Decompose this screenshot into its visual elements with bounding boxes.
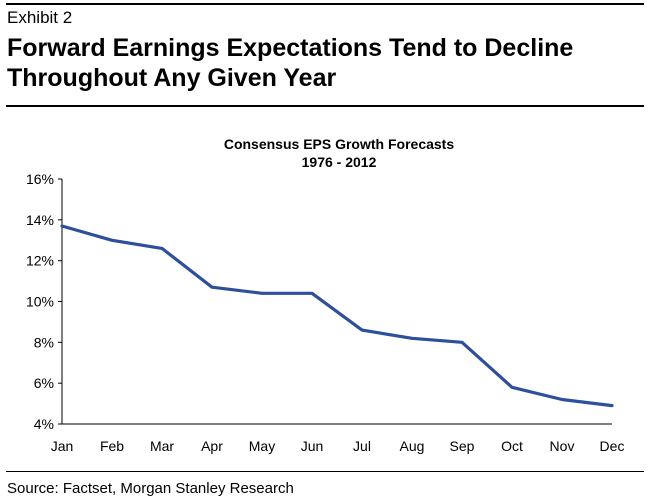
x-tick-label: Aug bbox=[400, 438, 425, 454]
y-tick-label: 14% bbox=[26, 212, 54, 228]
y-tick-label: 4% bbox=[34, 416, 54, 432]
footer-rule bbox=[6, 471, 644, 472]
header-rule bbox=[6, 105, 644, 107]
headline: Forward Earnings Expectations Tend to De… bbox=[7, 34, 574, 92]
x-tick-label: Mar bbox=[150, 438, 174, 454]
x-tick-label: May bbox=[249, 438, 275, 454]
y-tick-label: 8% bbox=[34, 334, 54, 350]
x-tick-label: Jun bbox=[301, 438, 324, 454]
y-tick-label: 16% bbox=[26, 171, 54, 187]
source-note: Source: Factset, Morgan Stanley Research bbox=[7, 480, 294, 497]
x-tick-label: Jan bbox=[51, 438, 74, 454]
chart-series bbox=[60, 224, 614, 408]
x-tick-label: Apr bbox=[201, 438, 223, 454]
x-tick-label: Oct bbox=[501, 438, 523, 454]
chart-ticks: 4% 6% 8% 10% 12% 14% 16% Jan Feb Mar Apr May Jun Jul A… bbox=[26, 171, 624, 454]
chart-axes bbox=[61, 179, 612, 425]
y-tick-label: 6% bbox=[34, 375, 54, 391]
exhibit-label: Exhibit 2 bbox=[7, 8, 73, 27]
x-tick-label: Sep bbox=[450, 438, 475, 454]
top-rule bbox=[6, 3, 644, 5]
y-tick-label: 12% bbox=[26, 253, 54, 269]
eps-growth-line-chart: Consensus EPS Growth Forecasts 1976 - 20… bbox=[26, 136, 624, 454]
chart-subtitle: 1976 - 2012 bbox=[302, 154, 377, 170]
chart-title: Consensus EPS Growth Forecasts bbox=[224, 136, 454, 152]
x-tick-label: Jul bbox=[353, 438, 371, 454]
x-tick-label: Dec bbox=[600, 438, 625, 454]
x-tick-label: Feb bbox=[100, 438, 124, 454]
x-tick-label: Nov bbox=[550, 438, 575, 454]
y-tick-label: 10% bbox=[26, 294, 54, 310]
series-line bbox=[60, 224, 614, 408]
